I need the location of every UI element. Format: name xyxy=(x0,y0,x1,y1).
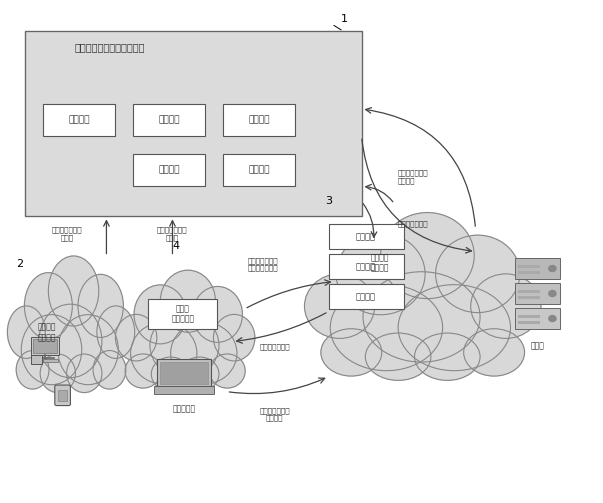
FancyBboxPatch shape xyxy=(517,321,540,324)
Ellipse shape xyxy=(16,351,49,389)
Text: 家用笔记本: 家用笔记本 xyxy=(173,404,196,413)
FancyBboxPatch shape xyxy=(157,359,212,386)
FancyBboxPatch shape xyxy=(33,340,57,353)
Ellipse shape xyxy=(115,314,157,361)
Text: 分配云工作任务: 分配云工作任务 xyxy=(259,343,290,350)
FancyBboxPatch shape xyxy=(517,265,540,268)
FancyBboxPatch shape xyxy=(55,385,71,405)
Text: 云客户端
控制节点: 云客户端 控制节点 xyxy=(370,254,389,273)
Text: 节点管理: 节点管理 xyxy=(159,165,180,175)
Text: 2: 2 xyxy=(16,259,24,269)
Ellipse shape xyxy=(171,322,237,384)
Ellipse shape xyxy=(7,306,45,359)
FancyBboxPatch shape xyxy=(517,296,540,299)
Ellipse shape xyxy=(93,351,126,389)
Ellipse shape xyxy=(363,272,480,362)
Ellipse shape xyxy=(330,285,443,371)
Text: 任务分解: 任务分解 xyxy=(356,232,376,241)
FancyBboxPatch shape xyxy=(133,154,206,187)
Ellipse shape xyxy=(21,315,82,385)
Ellipse shape xyxy=(24,273,72,339)
FancyBboxPatch shape xyxy=(58,390,67,401)
Ellipse shape xyxy=(150,313,219,378)
FancyBboxPatch shape xyxy=(224,154,295,187)
FancyBboxPatch shape xyxy=(514,308,560,329)
Text: 云客户端
工作节点: 云客户端 工作节点 xyxy=(37,322,55,342)
Ellipse shape xyxy=(193,287,242,343)
Text: 接收云工作任务: 接收云工作任务 xyxy=(397,221,428,227)
FancyBboxPatch shape xyxy=(133,104,206,136)
FancyBboxPatch shape xyxy=(27,33,360,215)
Text: 4: 4 xyxy=(172,241,180,251)
Text: 返回云工作任务
完成数据: 返回云工作任务 完成数据 xyxy=(259,407,290,421)
Ellipse shape xyxy=(78,274,124,338)
Ellipse shape xyxy=(213,314,255,361)
Ellipse shape xyxy=(471,274,541,339)
FancyBboxPatch shape xyxy=(25,31,362,216)
FancyBboxPatch shape xyxy=(514,283,560,304)
Ellipse shape xyxy=(97,306,134,359)
FancyBboxPatch shape xyxy=(517,315,540,318)
FancyBboxPatch shape xyxy=(160,362,209,384)
Ellipse shape xyxy=(414,333,480,380)
Ellipse shape xyxy=(380,213,474,299)
FancyBboxPatch shape xyxy=(154,386,215,394)
Text: 节点管理: 节点管理 xyxy=(356,262,376,271)
Text: 1: 1 xyxy=(341,14,347,24)
Text: 组件管理: 组件管理 xyxy=(248,116,270,125)
Ellipse shape xyxy=(58,315,118,385)
FancyBboxPatch shape xyxy=(43,359,58,362)
Circle shape xyxy=(549,291,556,297)
FancyBboxPatch shape xyxy=(31,338,58,355)
Ellipse shape xyxy=(48,256,99,326)
Ellipse shape xyxy=(336,233,425,315)
Ellipse shape xyxy=(209,354,245,388)
Text: 下载云节点工作
力组件: 下载云节点工作 力组件 xyxy=(157,227,188,241)
Text: 大规模云节点服务中心平台: 大规模云节点服务中心平台 xyxy=(74,42,145,52)
Ellipse shape xyxy=(160,270,215,332)
FancyBboxPatch shape xyxy=(224,104,295,136)
Ellipse shape xyxy=(125,354,161,388)
Circle shape xyxy=(549,266,556,272)
FancyBboxPatch shape xyxy=(31,356,42,364)
FancyBboxPatch shape xyxy=(514,258,560,279)
Ellipse shape xyxy=(39,304,102,378)
Ellipse shape xyxy=(180,357,219,391)
FancyBboxPatch shape xyxy=(329,254,403,279)
Ellipse shape xyxy=(134,285,186,344)
Ellipse shape xyxy=(67,354,102,392)
FancyBboxPatch shape xyxy=(517,271,540,274)
Ellipse shape xyxy=(131,322,197,384)
FancyBboxPatch shape xyxy=(517,290,540,293)
Text: 云节点
客户端软件: 云节点 客户端软件 xyxy=(171,304,195,324)
FancyBboxPatch shape xyxy=(148,299,218,329)
Ellipse shape xyxy=(464,329,525,376)
Text: 数据管理: 数据管理 xyxy=(248,165,270,175)
Text: 返回云工作任务
完成数据: 返回云工作任务 完成数据 xyxy=(397,170,428,184)
Ellipse shape xyxy=(435,235,520,312)
Text: 注册成为云控制
节点子工作节点: 注册成为云控制 节点子工作节点 xyxy=(247,257,278,271)
FancyBboxPatch shape xyxy=(43,104,115,136)
FancyBboxPatch shape xyxy=(329,284,403,309)
Text: 任务管理: 任务管理 xyxy=(159,116,180,125)
Ellipse shape xyxy=(40,354,75,392)
Text: 服务器: 服务器 xyxy=(530,342,544,351)
Ellipse shape xyxy=(365,333,431,380)
Ellipse shape xyxy=(151,357,190,391)
Circle shape xyxy=(549,315,556,321)
Text: 计费管理: 计费管理 xyxy=(69,116,90,125)
Ellipse shape xyxy=(305,274,374,339)
Ellipse shape xyxy=(398,285,511,371)
FancyBboxPatch shape xyxy=(329,224,403,249)
Text: 3: 3 xyxy=(326,196,332,206)
Text: 下载云节点客户
端软件: 下载云节点客户 端软件 xyxy=(52,227,83,241)
Ellipse shape xyxy=(321,329,382,376)
Text: 数据管理: 数据管理 xyxy=(356,292,376,301)
